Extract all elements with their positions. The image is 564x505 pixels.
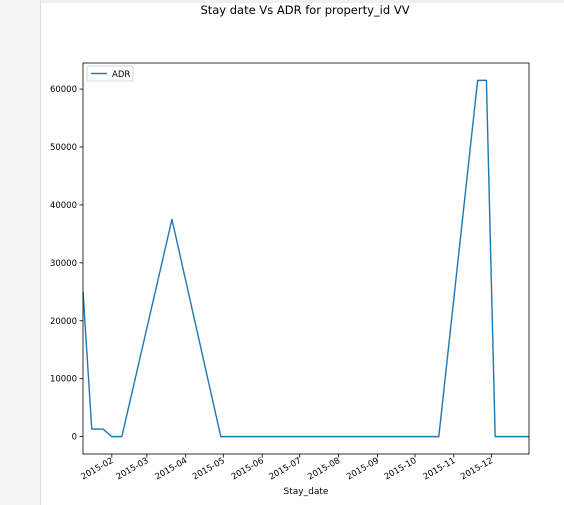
plot-frame: [82, 62, 530, 455]
x-tick-label: 2015-07: [267, 456, 303, 482]
top-strip: [41, 0, 564, 3]
x-tick-label: 2015-08: [306, 456, 342, 482]
chart-title: Stay date Vs ADR for property_id VV: [200, 3, 409, 17]
y-tick-label: 10000: [50, 375, 77, 385]
x-tick-label: 2015-10: [383, 456, 419, 482]
legend-box: [86, 65, 134, 82]
x-tick-label: 2015-05: [191, 456, 227, 482]
series-line-adr: [82, 79, 529, 438]
x-tick-label: 2015-03: [115, 456, 151, 482]
x-tick-label: 2015-11: [422, 456, 458, 482]
y-tick-label: 20000: [50, 317, 77, 327]
y-tick-label: 60000: [50, 85, 77, 95]
left-gutter: [0, 0, 41, 505]
legend-label-adr: ADR: [112, 70, 130, 80]
y-tick-label: 30000: [50, 259, 77, 269]
x-tick-label: 2015-02: [80, 456, 116, 482]
y-tick-label: 0: [72, 433, 77, 443]
y-tick-label: 50000: [50, 143, 77, 153]
x-axis-label: Stay_date: [284, 487, 329, 497]
x-tick-label: 2015-04: [153, 456, 189, 482]
y-tick-label: 40000: [50, 201, 77, 211]
x-tick-label: 2015-06: [230, 456, 266, 482]
x-tick-label: 2015-12: [459, 456, 495, 482]
legend: ADR: [86, 65, 134, 82]
x-tick-label: 2015-09: [345, 456, 381, 482]
